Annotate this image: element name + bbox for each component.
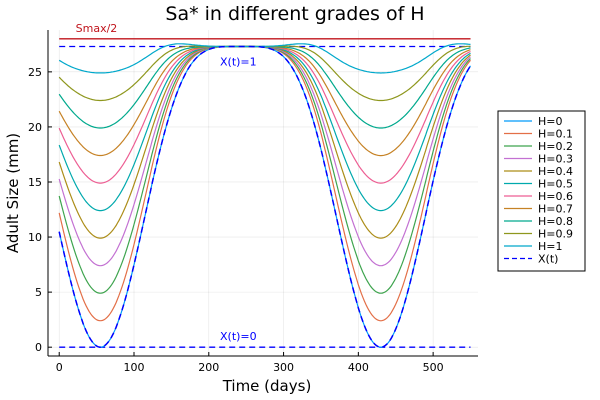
x-tick-label: 200: [198, 361, 219, 374]
axes: [47, 30, 478, 357]
smax-label: Smax/2: [76, 22, 118, 35]
chart-title: Sa* in different grades of H: [165, 3, 424, 25]
legend-label: H=0.4: [538, 165, 573, 178]
series-line-H=0.8: [58, 45, 471, 129]
x-tick-label: 500: [423, 361, 444, 374]
y-axis-label: Adult Size (mm): [4, 133, 22, 253]
y-tick-label: 10: [28, 231, 42, 244]
x-tick-label: 0: [56, 361, 63, 374]
series-line-H=1: [58, 43, 471, 74]
legend-label: H=0.2: [538, 140, 573, 153]
y-tick-label: 25: [28, 66, 42, 79]
x-tick-label: 100: [124, 361, 145, 374]
legend-label: H=0.1: [538, 128, 573, 141]
legend-label: H=0.8: [538, 215, 573, 228]
x-tick-label: 400: [348, 361, 369, 374]
series-line-H=0.5: [58, 45, 471, 212]
plot-lines: [58, 38, 472, 348]
legend-label: H=0.6: [538, 190, 573, 203]
y-tick-label: 15: [28, 176, 42, 189]
legend-label: H=0.9: [538, 228, 573, 241]
legend: H=0H=0.1H=0.2H=0.3H=0.4H=0.5H=0.6H=0.7H=…: [497, 110, 586, 272]
legend-box: [497, 110, 586, 272]
series-line-H=0.9: [58, 45, 471, 102]
series-line-H=0.2: [58, 45, 471, 294]
annotations: Smax/2 X(t)=1 X(t)=0: [76, 22, 257, 343]
ticks: 0 100 200 300 400 500 0 5 10 15 20 25: [28, 66, 444, 374]
y-tick-label: 20: [28, 121, 42, 134]
legend-label: H=1: [538, 240, 563, 253]
series-line-H=0.7: [58, 45, 471, 157]
legend-label: H=0: [538, 115, 563, 128]
y-tick-label: 0: [35, 341, 42, 354]
series-line-H=0: [58, 45, 472, 348]
x-equals-0-label: X(t)=0: [220, 330, 257, 343]
x-tick-label: 300: [273, 361, 294, 374]
legend-label: H=0.7: [538, 203, 573, 216]
legend-label: H=0.3: [538, 153, 573, 166]
series-line-H=0.1: [58, 45, 471, 322]
legend-label: X(t): [538, 253, 558, 266]
x-axis-label: Time (days): [222, 377, 312, 395]
grid: [48, 30, 478, 356]
legend-label: H=0.5: [538, 178, 573, 191]
x-equals-1-label: X(t)=1: [220, 56, 257, 69]
series-line-H=0.4: [58, 45, 471, 239]
y-tick-label: 5: [35, 286, 42, 299]
series-line-X(t): [58, 45, 472, 348]
